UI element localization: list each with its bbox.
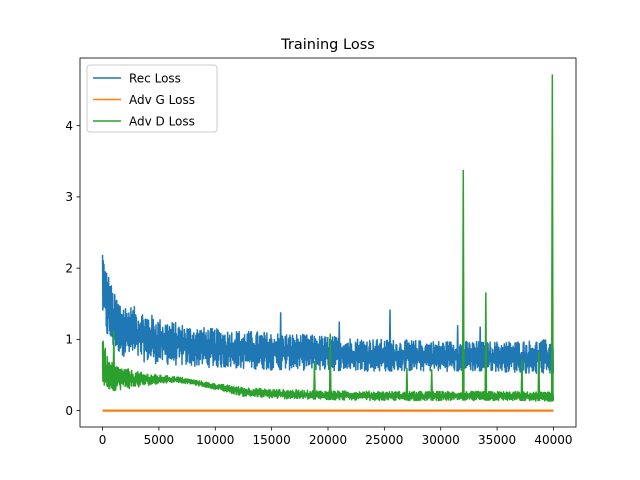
series-line	[101, 254, 555, 375]
series-spike	[430, 369, 434, 401]
y-axis: 0 1 2 3 4	[65, 119, 80, 418]
series-spike	[112, 330, 116, 391]
y-tick-label: 1	[65, 333, 73, 347]
y-tick-label: 0	[65, 404, 73, 418]
x-tick-label: 10000	[196, 433, 234, 447]
series-spike	[550, 74, 554, 402]
legend-label: Rec Loss	[129, 72, 181, 86]
series-spike	[461, 169, 465, 401]
series-rec-loss	[101, 254, 555, 375]
y-tick-label: 3	[65, 190, 73, 204]
legend-box	[86, 64, 218, 133]
x-tick-label: 15000	[253, 433, 291, 447]
series-spike	[484, 292, 488, 401]
chart-title: Training Loss	[280, 37, 375, 53]
series-spike	[537, 352, 541, 402]
y-tick-label: 2	[65, 261, 73, 275]
x-tick-label: 5000	[144, 433, 175, 447]
x-tick-label: 20000	[309, 433, 347, 447]
x-tick-label: 30000	[422, 433, 460, 447]
series-spike	[520, 359, 524, 401]
series-spike	[313, 360, 316, 400]
series-spike	[279, 312, 283, 371]
series-spike	[456, 325, 460, 372]
series-spike	[478, 326, 482, 372]
legend-label: Adv G Loss	[129, 93, 195, 107]
x-axis: 0 5000 10000 15000 20000 25000 30000 35000 40000	[99, 427, 573, 447]
x-tick-label: 0	[99, 433, 107, 447]
series-adv-d-loss	[101, 74, 555, 402]
series-spike	[388, 309, 392, 372]
y-tick-label: 4	[65, 119, 73, 133]
x-tick-label: 35000	[478, 433, 516, 447]
plot-area	[101, 74, 555, 412]
legend-label: Adv D Loss	[129, 115, 195, 129]
x-tick-label: 25000	[365, 433, 403, 447]
series-spike	[405, 367, 409, 401]
series-spike	[328, 333, 332, 400]
series-line	[101, 340, 555, 402]
legend: Rec Loss Adv G Loss Adv D Loss	[86, 64, 218, 133]
x-tick-label: 40000	[534, 433, 572, 447]
series-spike	[337, 321, 341, 371]
